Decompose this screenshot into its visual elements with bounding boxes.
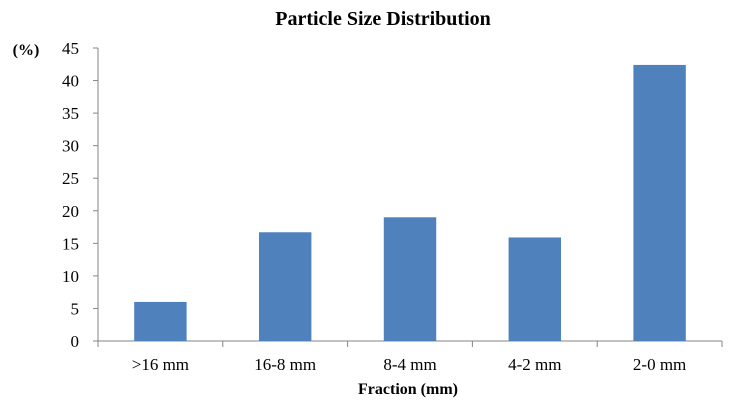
bar xyxy=(134,301,187,341)
x-tick-label: 8-4 mm xyxy=(383,355,436,374)
y-tick-label: 30 xyxy=(62,137,79,156)
y-tick-label: 20 xyxy=(62,202,79,221)
y-tick-label: 40 xyxy=(62,72,79,91)
x-tick-label: >16 mm xyxy=(132,355,189,374)
y-tick-label: 10 xyxy=(62,267,79,286)
x-tick-label: 2-0 mm xyxy=(633,355,686,374)
y-tick-label: 35 xyxy=(62,104,79,123)
bar xyxy=(633,64,686,341)
chart-title: Particle Size Distribution xyxy=(275,8,491,30)
y-tick-label: 15 xyxy=(62,234,79,253)
y-tick-label: 0 xyxy=(71,332,80,351)
plot-area: 0 5 10 15 20 25 30 35 40 45 >16 mm 16-8 mm 8-4 mm 4-2… xyxy=(62,39,723,374)
bar xyxy=(383,217,437,341)
y-tick-label: 45 xyxy=(62,39,79,58)
y-tick-label: 25 xyxy=(62,169,79,188)
x-axis-label: Fraction (mm) xyxy=(358,381,458,398)
x-tick-label: 4-2 mm xyxy=(508,355,561,374)
bar xyxy=(508,237,562,341)
bar xyxy=(258,232,312,341)
x-tick-label: 16-8 mm xyxy=(254,355,316,374)
y-axis-label: (%) xyxy=(13,42,40,59)
y-tick-label: 5 xyxy=(71,299,80,318)
